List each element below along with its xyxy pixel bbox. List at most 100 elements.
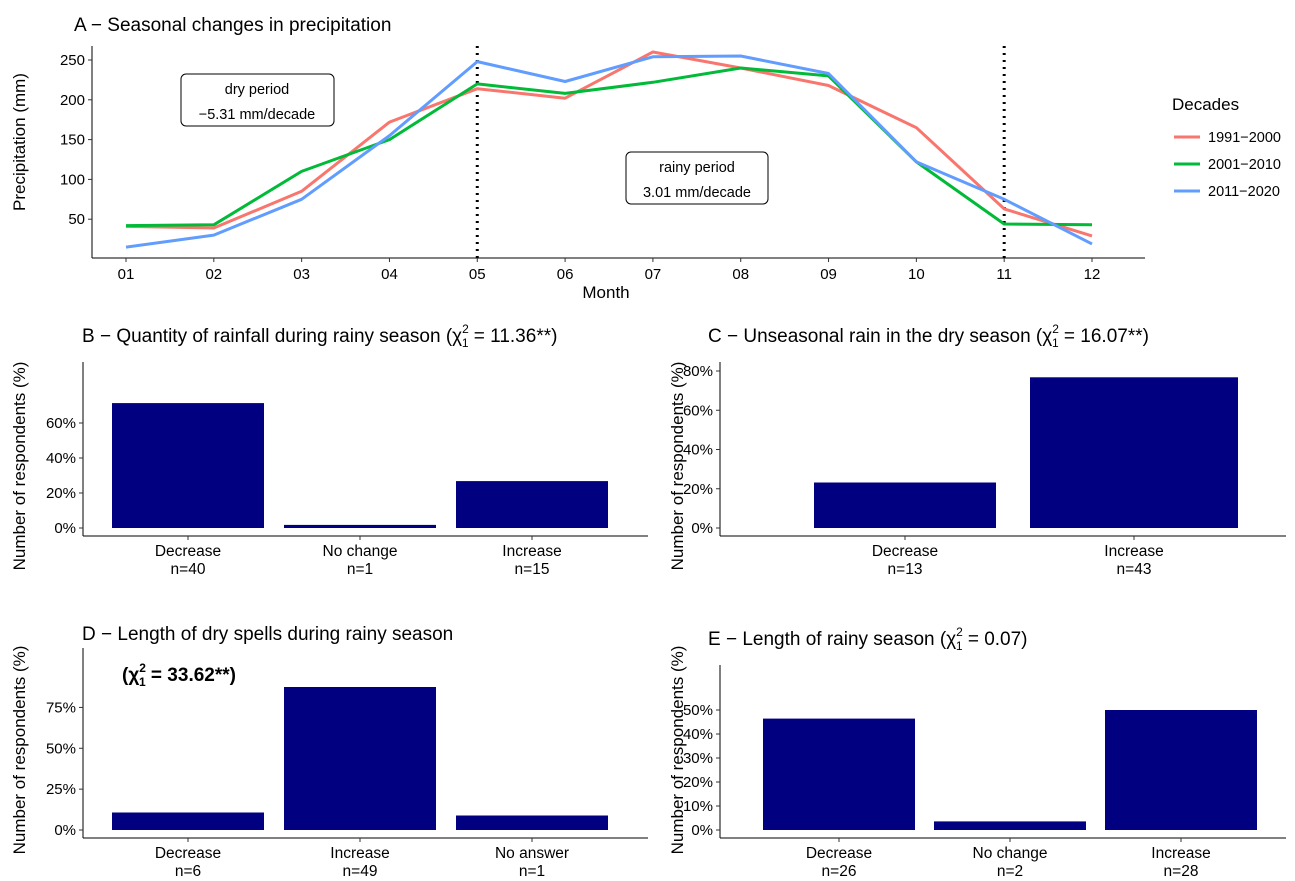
panel-a-title: A − Seasonal changes in precipitation — [74, 15, 391, 36]
panel-e-count-label: n=2 — [997, 863, 1023, 880]
chi-open-paren: ( — [122, 665, 129, 686]
panel-c-y-tick-label: 0% — [691, 520, 713, 537]
panel-e-y-tick-label: 10% — [683, 798, 713, 815]
legend-label: 1991−2000 — [1208, 130, 1281, 146]
panel-e-y-axis-label: Number of respondents (%) — [668, 646, 687, 855]
chi-superscript: 2 — [1052, 322, 1059, 336]
panel-d-y-tick-label: 75% — [46, 699, 76, 716]
panel-c-y-tick-label: 80% — [683, 363, 713, 380]
panel-b-bar-no-change — [284, 524, 436, 528]
panel-c-count-label: n=43 — [1117, 561, 1152, 578]
panel-e-chi-value: = 0.07) — [963, 629, 1028, 650]
panel-e-category-label: Decrease — [806, 845, 872, 862]
panel-e-title-text: E − Length of rainy season ( — [708, 629, 947, 650]
panel-b-bar-increase — [456, 481, 608, 528]
chi-superscript: 2 — [956, 625, 963, 639]
panel-b-count-label: n=15 — [515, 561, 550, 578]
panel-a-x-tick-label: 02 — [205, 266, 222, 283]
chi-subscript: 1 — [139, 675, 146, 689]
panel-e-y-tick-label: 50% — [683, 702, 713, 719]
panel-d-y-tick-label: 50% — [46, 740, 76, 757]
panel-b-count-label: n=1 — [347, 561, 373, 578]
panel-d-y-tick-label: 25% — [46, 781, 76, 798]
panel-b-bar-chart: B − Quantity of rainfall during rainy se… — [10, 322, 648, 578]
chi-symbol: χ — [946, 629, 956, 650]
panel-e-count-label: n=26 — [822, 863, 857, 880]
panel-a-x-tick-label: 10 — [908, 266, 925, 283]
panel-e-bar-no-change — [934, 821, 1086, 830]
panel-c-bar-chart: C − Unseasonal rain in the dry season (χ… — [668, 322, 1286, 578]
panel-d-y-tick-label: 0% — [54, 822, 76, 839]
panel-d-category-label: No answer — [495, 845, 569, 862]
panel-b-category-label: Decrease — [155, 543, 221, 560]
panel-a-y-axis-label: Precipitation (mm) — [10, 73, 29, 211]
rainy-period-trend: 3.01 mm/decade — [643, 185, 751, 201]
panel-a-y-tick-label: 50 — [68, 211, 85, 228]
panel-d-category-label: Increase — [330, 845, 389, 862]
panel-d-count-label: n=6 — [175, 863, 201, 880]
panel-d-bar-decrease — [112, 812, 264, 830]
series-line-2011−2020 — [125, 54, 1093, 249]
panel-d-chi-annotation: (χ2 1 = 33.62**) — [122, 661, 236, 689]
panel-e-count-label: n=28 — [1164, 863, 1199, 880]
panel-a-x-axis-label: Month — [582, 283, 629, 302]
chi-symbol: χ — [1042, 326, 1052, 347]
chi-symbol: χ — [452, 326, 462, 347]
dry-period-label: dry period — [225, 82, 289, 98]
panel-e-bar-increase — [1105, 710, 1257, 830]
chi-subscript: 1 — [1052, 336, 1059, 350]
panel-a-y-tick-label: 200 — [60, 92, 85, 109]
panel-c-bar-increase — [1030, 377, 1238, 528]
chi-subscript: 1 — [462, 336, 469, 350]
dry-period-box — [180, 73, 335, 127]
panel-c-chi-value: = 16.07**) — [1059, 326, 1149, 347]
panel-d-y-axis-label: Number of respondents (%) — [10, 646, 29, 855]
panel-e-category-label: Increase — [1151, 845, 1210, 862]
legend-label: 2011−2020 — [1208, 184, 1280, 200]
panel-b-category-label: Increase — [502, 543, 561, 560]
legend-title: Decades — [1172, 95, 1239, 114]
panel-a-y-tick-label: 250 — [60, 52, 85, 69]
panel-b-y-tick-label: 40% — [46, 450, 76, 467]
panel-e-y-tick-label: 20% — [683, 774, 713, 791]
panel-d-chi-value: = 33.62**) — [146, 665, 236, 686]
panel-c-y-tick-label: 60% — [683, 402, 713, 419]
panel-a-x-tick-label: 07 — [645, 266, 662, 283]
panel-c-y-tick-label: 20% — [683, 481, 713, 498]
panel-a-x-tick-label: 08 — [732, 266, 749, 283]
panel-b-title: B − Quantity of rainfall during rainy se… — [82, 322, 557, 350]
panel-c-y-tick-label: 40% — [683, 442, 713, 459]
panel-a-x-tick-label: 09 — [820, 266, 837, 283]
panel-b-count-label: n=40 — [171, 561, 206, 578]
panel-d-bar-increase — [284, 687, 436, 830]
panel-e-y-tick-label: 30% — [683, 750, 713, 767]
panel-b-category-label: No change — [323, 543, 398, 560]
panel-e-y-tick-label: 0% — [691, 822, 713, 839]
panel-a-x-tick-label: 04 — [381, 266, 398, 283]
panel-a-x-tick-label: 01 — [118, 266, 135, 283]
panel-d-count-label: n=1 — [519, 863, 545, 880]
panel-c-title: C − Unseasonal rain in the dry season (χ… — [708, 322, 1149, 350]
chi-symbol: χ — [128, 665, 139, 686]
panel-d-title: D − Length of dry spells during rainy se… — [82, 624, 453, 645]
panel-a-x-tick-label: 11 — [996, 266, 1012, 283]
panel-e-bar-decrease — [763, 718, 915, 830]
panel-e-category-label: No change — [973, 845, 1048, 862]
panel-c-category-label: Decrease — [872, 543, 938, 560]
panel-e-title: E − Length of rainy season (χ2 1 = 0.07) — [708, 625, 1028, 653]
chi-superscript: 2 — [139, 661, 146, 675]
panel-e-y-tick-label: 40% — [683, 726, 713, 743]
panel-a-y-tick-label: 100 — [60, 171, 85, 188]
panel-b-y-axis-label: Number of respondents (%) — [10, 362, 29, 571]
panel-a-x-tick-label: 06 — [557, 266, 574, 283]
rainy-period-box — [625, 151, 769, 205]
rainy-period-label: rainy period — [659, 160, 735, 176]
panel-a-line-chart: A − Seasonal changes in precipitation Pr… — [10, 15, 1281, 302]
panel-c-bar-decrease — [814, 482, 996, 528]
panel-c-y-axis-label: Number of respondents (%) — [668, 362, 687, 571]
series-line-1991−2000 — [125, 50, 1093, 238]
panel-d-bar-chart: D − Length of dry spells during rainy se… — [10, 624, 648, 880]
dry-period-trend: −5.31 mm/decade — [199, 107, 315, 123]
panel-d-bar-no-answer — [456, 815, 608, 830]
